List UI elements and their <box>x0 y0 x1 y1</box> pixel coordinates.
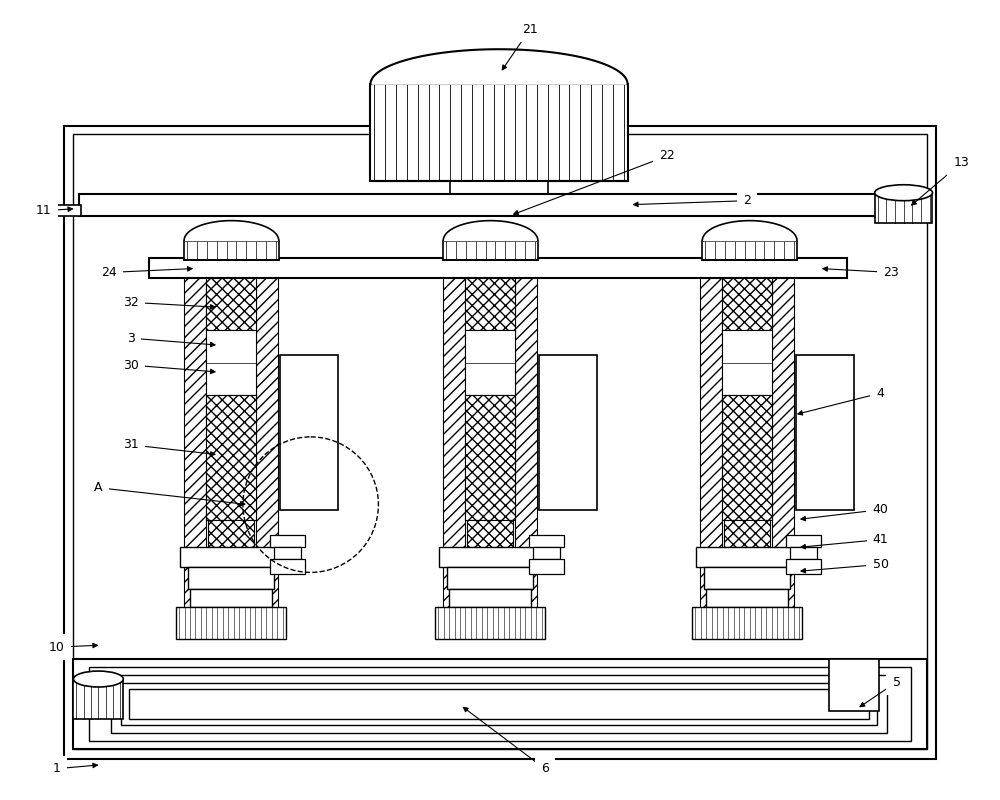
Polygon shape <box>702 221 797 241</box>
Bar <box>208 519 254 547</box>
Text: 30: 30 <box>123 358 139 372</box>
Bar <box>188 567 274 590</box>
Bar <box>73 659 927 749</box>
Text: 1: 1 <box>53 762 60 775</box>
Bar <box>875 193 932 222</box>
Bar <box>465 330 515 395</box>
Text: 31: 31 <box>123 438 139 451</box>
Bar <box>73 134 927 749</box>
Bar <box>184 278 206 610</box>
Bar <box>449 590 531 607</box>
Bar <box>435 607 545 639</box>
Text: 6: 6 <box>541 762 549 775</box>
Bar <box>57 205 81 216</box>
Bar <box>529 534 564 547</box>
Bar <box>722 330 772 395</box>
Bar <box>64 126 936 758</box>
Polygon shape <box>370 50 628 84</box>
Bar <box>706 590 788 607</box>
Bar <box>515 278 537 610</box>
Text: 2: 2 <box>743 194 751 207</box>
Bar <box>370 84 628 181</box>
Bar <box>270 559 305 574</box>
Bar <box>274 547 301 559</box>
Bar <box>722 278 772 330</box>
Bar <box>89 667 911 741</box>
Bar <box>696 547 798 567</box>
Bar <box>702 241 797 261</box>
Bar <box>270 534 305 547</box>
Bar <box>443 241 538 261</box>
Bar <box>724 519 770 547</box>
Bar <box>465 278 515 330</box>
Text: 3: 3 <box>127 332 135 345</box>
Bar <box>529 559 564 574</box>
Bar <box>539 355 597 510</box>
Ellipse shape <box>875 185 932 201</box>
Bar <box>256 278 278 610</box>
Bar <box>533 547 560 559</box>
Bar <box>443 278 465 610</box>
Bar <box>206 330 256 395</box>
Bar <box>790 547 817 559</box>
Ellipse shape <box>73 671 123 687</box>
Text: 4: 4 <box>877 386 885 399</box>
Bar <box>129 689 869 719</box>
Bar <box>73 679 123 719</box>
Text: 32: 32 <box>123 296 139 309</box>
Polygon shape <box>184 221 279 241</box>
Bar <box>450 181 548 196</box>
Bar <box>700 278 722 610</box>
Text: 24: 24 <box>101 266 117 279</box>
Bar <box>79 194 905 216</box>
Text: 22: 22 <box>660 150 675 162</box>
Text: A: A <box>94 481 103 494</box>
Bar <box>467 519 513 547</box>
Bar <box>280 355 338 510</box>
Bar <box>786 559 821 574</box>
Bar <box>447 567 533 590</box>
Bar <box>121 683 877 725</box>
Bar <box>772 278 794 610</box>
Text: 41: 41 <box>873 533 889 546</box>
Text: 23: 23 <box>883 266 899 279</box>
Bar <box>692 607 802 639</box>
Bar <box>465 395 515 519</box>
Text: 10: 10 <box>49 641 64 654</box>
Bar <box>149 258 847 278</box>
Text: 40: 40 <box>873 503 889 516</box>
Bar <box>190 590 272 607</box>
Polygon shape <box>443 221 538 241</box>
Bar <box>184 241 279 261</box>
Text: 5: 5 <box>893 675 901 689</box>
Bar <box>111 675 887 733</box>
Bar <box>829 659 879 711</box>
Bar <box>180 547 282 567</box>
Text: 11: 11 <box>36 204 51 217</box>
Bar <box>786 534 821 547</box>
Bar <box>176 607 286 639</box>
Bar <box>439 547 541 567</box>
Text: 21: 21 <box>522 22 538 36</box>
Bar <box>796 355 854 510</box>
Text: 50: 50 <box>873 558 889 571</box>
Bar <box>206 395 256 519</box>
Bar <box>704 567 790 590</box>
Text: 13: 13 <box>954 156 969 170</box>
Bar <box>206 278 256 330</box>
Bar <box>722 395 772 519</box>
